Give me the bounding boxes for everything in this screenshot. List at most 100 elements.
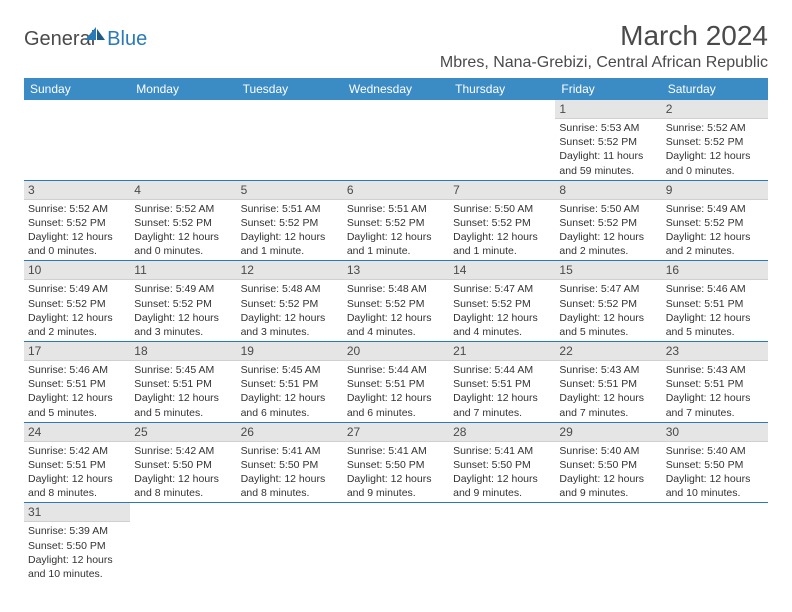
calendar-cell: 14Sunrise: 5:47 AMSunset: 5:52 PMDayligh… [449,261,555,342]
day-content: Sunrise: 5:40 AMSunset: 5:50 PMDaylight:… [662,442,768,503]
day-content: Sunrise: 5:52 AMSunset: 5:52 PMDaylight:… [662,119,768,180]
day-content: Sunrise: 5:45 AMSunset: 5:51 PMDaylight:… [130,361,236,422]
logo: General Blue [24,28,147,51]
calendar-cell: 18Sunrise: 5:45 AMSunset: 5:51 PMDayligh… [130,342,236,423]
day-content: Sunrise: 5:44 AMSunset: 5:51 PMDaylight:… [343,361,449,422]
day-number: 23 [662,342,768,361]
calendar-cell [237,100,343,180]
calendar-week: 10Sunrise: 5:49 AMSunset: 5:52 PMDayligh… [24,261,768,342]
calendar-cell: 1Sunrise: 5:53 AMSunset: 5:52 PMDaylight… [555,100,661,180]
calendar-cell: 26Sunrise: 5:41 AMSunset: 5:50 PMDayligh… [237,422,343,503]
calendar-cell: 28Sunrise: 5:41 AMSunset: 5:50 PMDayligh… [449,422,555,503]
day-content: Sunrise: 5:40 AMSunset: 5:50 PMDaylight:… [555,442,661,503]
day-number: 4 [130,181,236,200]
day-content: Sunrise: 5:41 AMSunset: 5:50 PMDaylight:… [343,442,449,503]
calendar-cell [555,503,661,583]
logo-sail-icon [83,25,107,43]
day-number: 20 [343,342,449,361]
day-number: 21 [449,342,555,361]
day-content: Sunrise: 5:49 AMSunset: 5:52 PMDaylight:… [662,200,768,261]
calendar-cell: 15Sunrise: 5:47 AMSunset: 5:52 PMDayligh… [555,261,661,342]
day-number: 12 [237,261,343,280]
day-content: Sunrise: 5:41 AMSunset: 5:50 PMDaylight:… [449,442,555,503]
calendar-week: 31Sunrise: 5:39 AMSunset: 5:50 PMDayligh… [24,503,768,583]
calendar-cell: 4Sunrise: 5:52 AMSunset: 5:52 PMDaylight… [130,180,236,261]
calendar-cell: 19Sunrise: 5:45 AMSunset: 5:51 PMDayligh… [237,342,343,423]
calendar-header-row: SundayMondayTuesdayWednesdayThursdayFrid… [24,78,768,100]
calendar-cell [343,100,449,180]
calendar-cell: 22Sunrise: 5:43 AMSunset: 5:51 PMDayligh… [555,342,661,423]
day-number: 25 [130,423,236,442]
day-number: 13 [343,261,449,280]
weekday-header: Thursday [449,78,555,100]
day-number: 30 [662,423,768,442]
calendar-cell [130,100,236,180]
weekday-header: Monday [130,78,236,100]
day-number: 19 [237,342,343,361]
day-content: Sunrise: 5:50 AMSunset: 5:52 PMDaylight:… [555,200,661,261]
day-number: 14 [449,261,555,280]
day-content: Sunrise: 5:51 AMSunset: 5:52 PMDaylight:… [343,200,449,261]
day-number: 6 [343,181,449,200]
calendar-cell: 2Sunrise: 5:52 AMSunset: 5:52 PMDaylight… [662,100,768,180]
calendar-cell: 16Sunrise: 5:46 AMSunset: 5:51 PMDayligh… [662,261,768,342]
day-content: Sunrise: 5:43 AMSunset: 5:51 PMDaylight:… [555,361,661,422]
calendar-cell: 3Sunrise: 5:52 AMSunset: 5:52 PMDaylight… [24,180,130,261]
day-number: 26 [237,423,343,442]
day-content: Sunrise: 5:47 AMSunset: 5:52 PMDaylight:… [449,280,555,341]
calendar-cell: 31Sunrise: 5:39 AMSunset: 5:50 PMDayligh… [24,503,130,583]
calendar-cell: 21Sunrise: 5:44 AMSunset: 5:51 PMDayligh… [449,342,555,423]
calendar-cell: 29Sunrise: 5:40 AMSunset: 5:50 PMDayligh… [555,422,661,503]
calendar-cell: 25Sunrise: 5:42 AMSunset: 5:50 PMDayligh… [130,422,236,503]
calendar-cell [662,503,768,583]
day-number: 9 [662,181,768,200]
calendar-cell: 27Sunrise: 5:41 AMSunset: 5:50 PMDayligh… [343,422,449,503]
logo-text-blue: Blue [107,28,147,51]
weekday-header: Saturday [662,78,768,100]
day-number: 27 [343,423,449,442]
calendar-week: 24Sunrise: 5:42 AMSunset: 5:51 PMDayligh… [24,422,768,503]
calendar-cell [237,503,343,583]
day-number: 22 [555,342,661,361]
calendar-cell: 30Sunrise: 5:40 AMSunset: 5:50 PMDayligh… [662,422,768,503]
day-content: Sunrise: 5:48 AMSunset: 5:52 PMDaylight:… [237,280,343,341]
calendar-body: 1Sunrise: 5:53 AMSunset: 5:52 PMDaylight… [24,100,768,583]
calendar-week: 1Sunrise: 5:53 AMSunset: 5:52 PMDaylight… [24,100,768,180]
day-number: 17 [24,342,130,361]
calendar-cell: 17Sunrise: 5:46 AMSunset: 5:51 PMDayligh… [24,342,130,423]
day-number: 8 [555,181,661,200]
location-subtitle: Mbres, Nana-Grebizi, Central African Rep… [440,54,768,72]
calendar-cell: 11Sunrise: 5:49 AMSunset: 5:52 PMDayligh… [130,261,236,342]
calendar-cell: 8Sunrise: 5:50 AMSunset: 5:52 PMDaylight… [555,180,661,261]
calendar-cell [130,503,236,583]
weekday-header: Sunday [24,78,130,100]
weekday-header: Friday [555,78,661,100]
calendar-cell: 23Sunrise: 5:43 AMSunset: 5:51 PMDayligh… [662,342,768,423]
day-number: 7 [449,181,555,200]
calendar-cell [343,503,449,583]
day-number: 29 [555,423,661,442]
calendar-cell [449,503,555,583]
calendar-cell [449,100,555,180]
day-content: Sunrise: 5:47 AMSunset: 5:52 PMDaylight:… [555,280,661,341]
day-number: 5 [237,181,343,200]
day-content: Sunrise: 5:46 AMSunset: 5:51 PMDaylight:… [662,280,768,341]
header: General Blue March 2024 Mbres, Nana-Greb… [24,20,768,72]
day-content: Sunrise: 5:50 AMSunset: 5:52 PMDaylight:… [449,200,555,261]
calendar-cell: 5Sunrise: 5:51 AMSunset: 5:52 PMDaylight… [237,180,343,261]
day-number: 15 [555,261,661,280]
day-content: Sunrise: 5:42 AMSunset: 5:50 PMDaylight:… [130,442,236,503]
calendar-cell: 12Sunrise: 5:48 AMSunset: 5:52 PMDayligh… [237,261,343,342]
day-number: 16 [662,261,768,280]
calendar-cell: 13Sunrise: 5:48 AMSunset: 5:52 PMDayligh… [343,261,449,342]
day-number: 3 [24,181,130,200]
calendar-week: 3Sunrise: 5:52 AMSunset: 5:52 PMDaylight… [24,180,768,261]
page-title: March 2024 [440,20,768,52]
day-number: 24 [24,423,130,442]
day-content: Sunrise: 5:49 AMSunset: 5:52 PMDaylight:… [24,280,130,341]
day-content: Sunrise: 5:44 AMSunset: 5:51 PMDaylight:… [449,361,555,422]
day-content: Sunrise: 5:48 AMSunset: 5:52 PMDaylight:… [343,280,449,341]
day-content: Sunrise: 5:49 AMSunset: 5:52 PMDaylight:… [130,280,236,341]
day-content: Sunrise: 5:45 AMSunset: 5:51 PMDaylight:… [237,361,343,422]
calendar-week: 17Sunrise: 5:46 AMSunset: 5:51 PMDayligh… [24,342,768,423]
